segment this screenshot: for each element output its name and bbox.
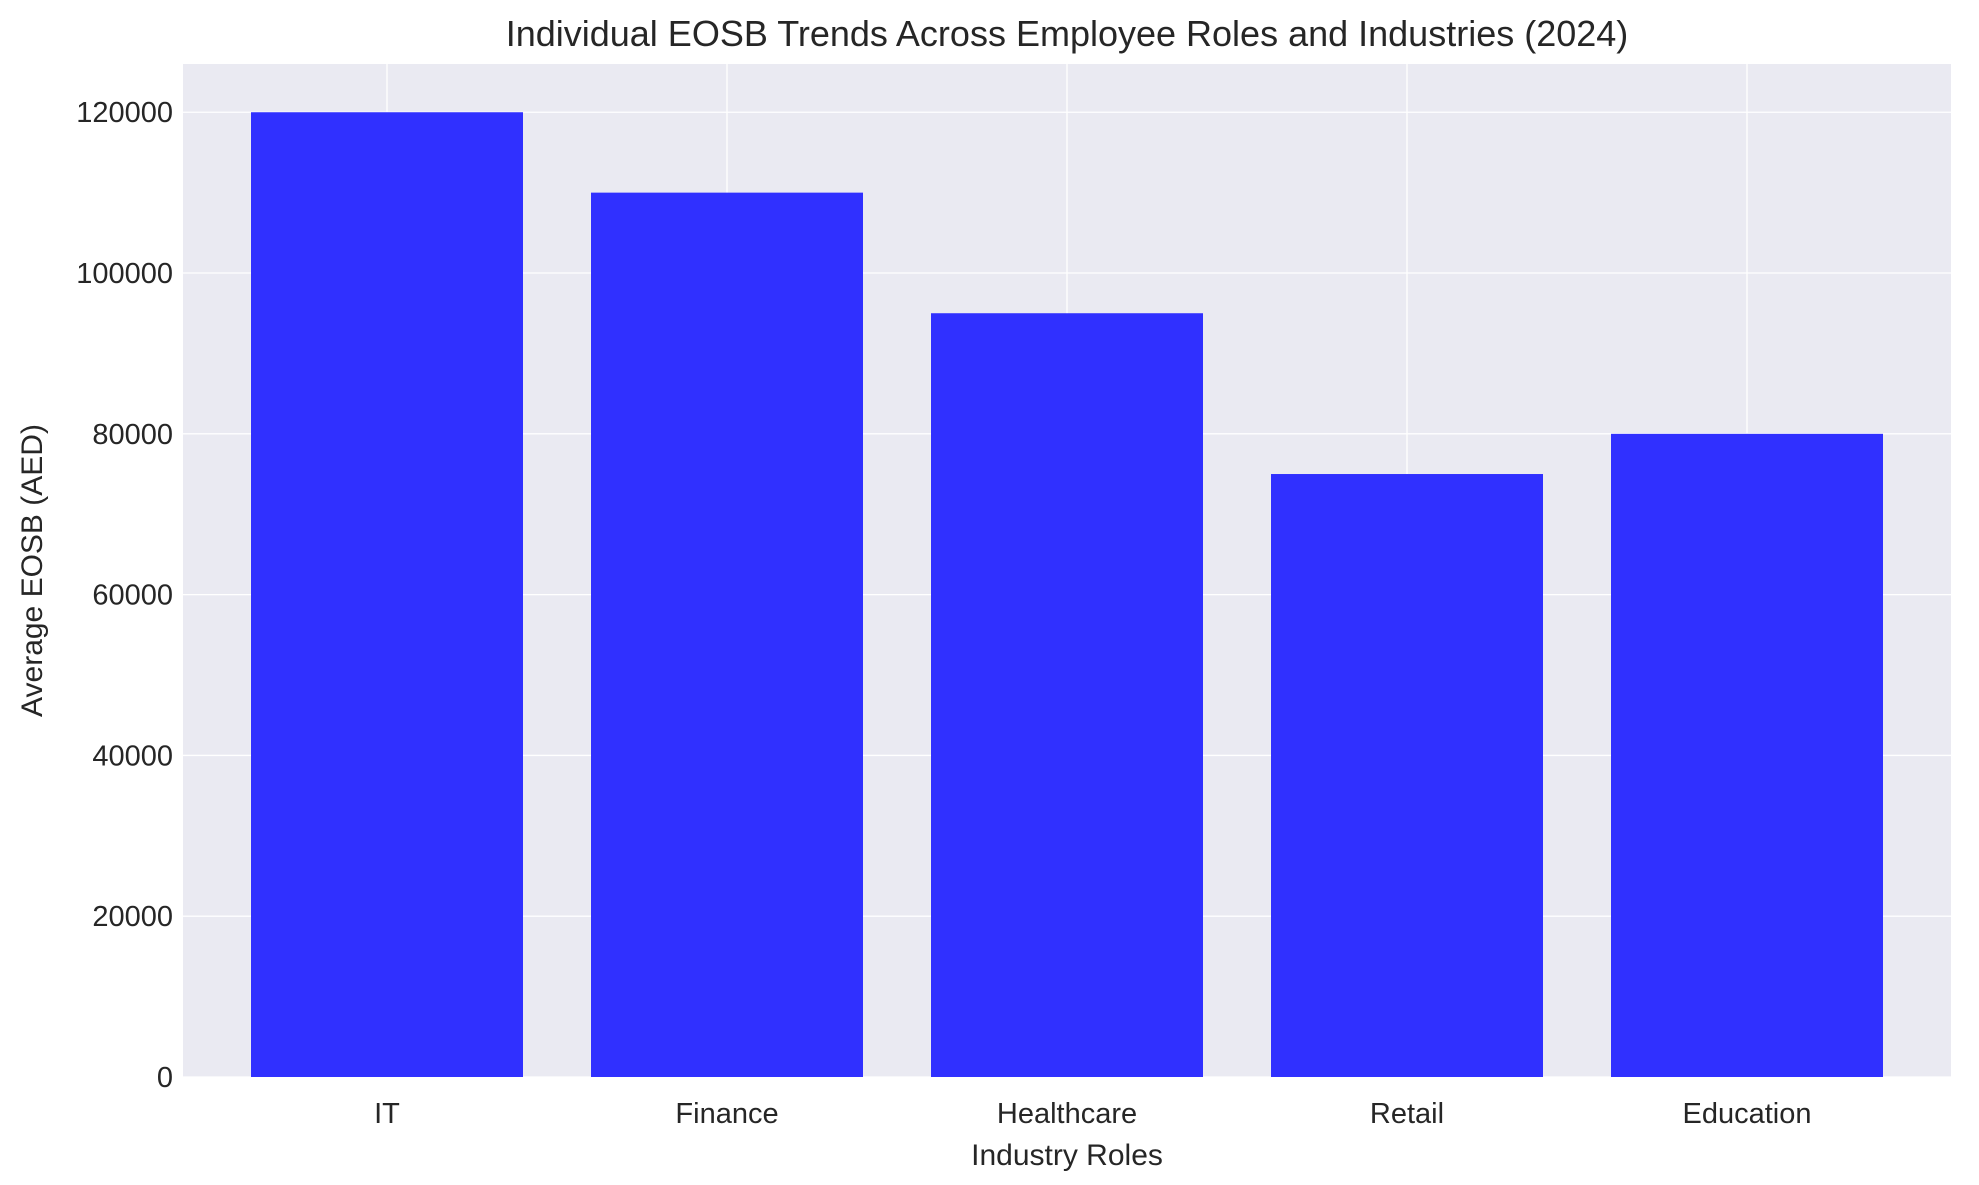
bar-it [251,112,523,1077]
x-tick-label: Education [1683,1098,1812,1130]
y-tick-label: 100000 [76,258,173,290]
bar-finance [591,192,863,1078]
x-tick-label: Healthcare [997,1098,1137,1130]
y-tick-label: 80000 [92,419,173,451]
y-tick-label: 20000 [92,901,173,933]
y-tick-label: 0 [157,1062,173,1094]
x-tick-label: Finance [675,1098,778,1130]
x-tick-labels: IT Finance Healthcare Retail Education [374,1098,1811,1130]
chart-title: Individual EOSB Trends Across Employee R… [506,13,1629,54]
x-axis-label: Industry Roles [971,1139,1163,1172]
x-tick-label: Retail [1370,1098,1444,1130]
y-tick-label: 120000 [76,97,173,129]
bar-retail [1271,474,1543,1077]
bars [251,112,1883,1078]
y-tick-label: 40000 [92,740,173,772]
y-tick-label: 60000 [92,580,173,612]
bar-healthcare [931,313,1203,1077]
y-axis-label: Average EOSB (AED) [16,424,49,717]
y-tick-labels: 0 20000 40000 60000 80000 100000 120000 [76,97,173,1094]
bar-education [1611,433,1883,1077]
x-tick-label: IT [374,1098,400,1130]
